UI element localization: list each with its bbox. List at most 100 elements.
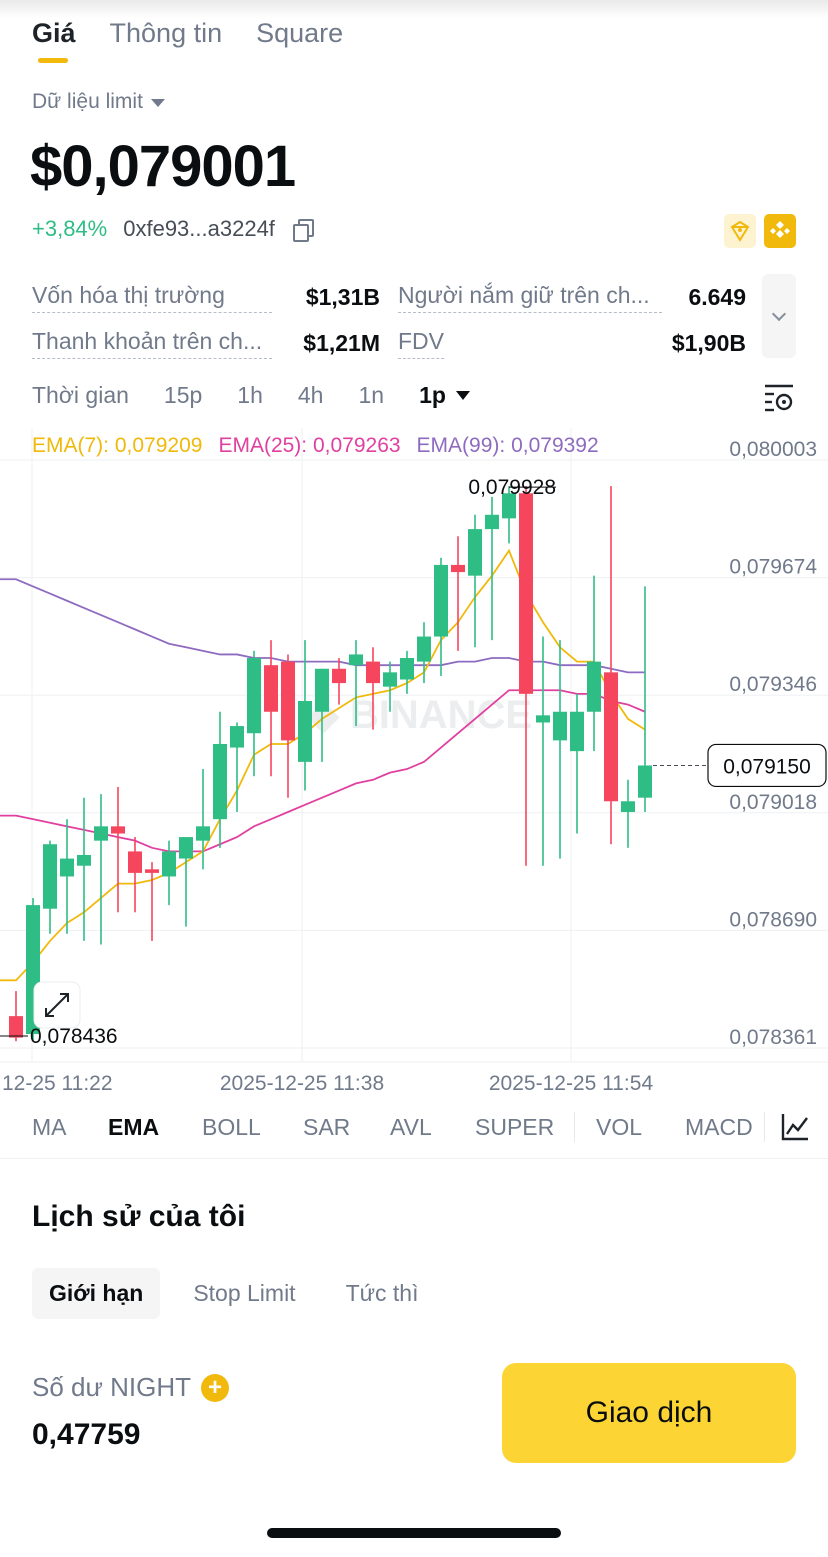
tab-price[interactable]: Giá (32, 18, 76, 63)
timeframe-1n[interactable]: 1n (358, 382, 385, 408)
indicator-super[interactable]: SUPER (475, 1114, 555, 1140)
candle-up (587, 661, 601, 712)
candle-up (247, 658, 261, 734)
fdv-label[interactable]: FDV (398, 328, 444, 359)
candle-down (519, 493, 533, 694)
indicator-sar[interactable]: SAR (303, 1114, 351, 1140)
candle-up (536, 715, 550, 723)
candlestick-chart[interactable]: 0,080003 0,079674 0,079346 0,079018 0,078690… (0, 428, 828, 1100)
candle-up (349, 654, 363, 666)
y-tick-label: 0,079018 (729, 791, 817, 814)
chart-settings-icon[interactable] (762, 380, 796, 414)
y-tick-label: 0,078690 (729, 908, 817, 931)
balance-label: Số dư NIGHT (32, 1372, 191, 1402)
timeframe-15p[interactable]: 15p (163, 382, 203, 408)
home-indicator (267, 1528, 561, 1538)
candle-down (128, 851, 142, 873)
candle-up (315, 668, 329, 712)
candle-up (502, 493, 516, 519)
candle-up (162, 851, 176, 877)
timeframe-selected[interactable]: 1p (419, 382, 470, 409)
liquidity-label[interactable]: Thanh khoản trên ch... (32, 328, 272, 359)
indicator-separator (574, 1112, 575, 1142)
x-tick-label: 2025-12-25 11:54 (489, 1072, 654, 1095)
tab-info[interactable]: Thông tin (109, 18, 223, 48)
price-change: +3,84% (32, 216, 108, 241)
ema99-legend: EMA(99): 0,079392 (416, 434, 599, 457)
timeframe-label: Thời gian (32, 382, 129, 408)
history-title: Lịch sử của tôi (32, 1200, 246, 1233)
candle-down (332, 668, 346, 684)
indicator-ma[interactable]: MA (32, 1114, 67, 1140)
timeframe-bar: Thời gian 15p 1h 4h 1n 1p (32, 382, 505, 409)
stats-row: Thanh khoản trên ch... $1,21M FDV $1,90B (32, 320, 746, 366)
watermark: ◆ BINANCE (307, 693, 532, 737)
timeframe-1h[interactable]: 1h (237, 382, 263, 408)
section-divider (0, 1158, 828, 1159)
indicator-settings-icon[interactable] (780, 1112, 810, 1148)
candle-up (298, 701, 312, 762)
candle-down (366, 661, 380, 684)
contract-address: 0xfe93...a3224f (123, 216, 275, 241)
candle-up (621, 801, 635, 813)
add-funds-icon[interactable]: + (201, 1373, 229, 1402)
candle-down (264, 665, 278, 712)
fullscreen-icon (45, 993, 69, 1017)
candle-up (468, 529, 482, 576)
caret-down-icon (455, 391, 470, 400)
indicator-ema[interactable]: EMA (108, 1114, 160, 1140)
current-price-label: 0,079150 (723, 755, 811, 778)
y-tick-label: 0,079346 (729, 673, 817, 696)
indicator-macd[interactable]: MACD (685, 1114, 753, 1140)
tab-square[interactable]: Square (256, 18, 344, 48)
balance-value: 0,47759 (32, 1418, 141, 1451)
low-label: 0,078436 (30, 1025, 118, 1048)
candle-up (43, 844, 57, 909)
liquidity-value: $1,21M (303, 329, 380, 356)
balance-label-row: Số dư NIGHT + (32, 1372, 229, 1403)
holders-label[interactable]: Người nắm giữ trên ch... (398, 282, 662, 313)
candle-up (196, 826, 210, 841)
bnb-chain-icon[interactable] (764, 214, 796, 248)
indicator-bar: MA EMA BOLL SAR AVL SUPER VOL MACD (0, 1110, 828, 1150)
candle-down (451, 564, 465, 573)
candle-up (638, 765, 652, 798)
tab-limit[interactable]: Giới hạn (32, 1268, 161, 1319)
current-price-tag (707, 743, 827, 788)
ema99-line (0, 578, 645, 674)
top-tabs: Giá Thông tin Square (32, 18, 377, 63)
candle-up (213, 743, 227, 820)
indicator-vol[interactable]: VOL (596, 1114, 643, 1140)
tab-stop-limit[interactable]: Stop Limit (193, 1280, 296, 1306)
candle-up (485, 514, 499, 530)
current-price: $0,079001 (30, 134, 296, 199)
candle-up (417, 636, 431, 662)
ema25-legend: EMA(25): 0,079263 (218, 434, 401, 457)
candle-up (383, 672, 397, 687)
indicator-boll[interactable]: BOLL (202, 1114, 261, 1140)
data-source-selector[interactable]: Dữ liệu limit (32, 90, 165, 114)
order-type-tabs: Giới hạn Stop Limit Tức thì (32, 1268, 452, 1319)
price-chart[interactable]: 0,080003 0,079674 0,079346 0,079018 0,078690… (0, 428, 828, 1100)
copy-icon[interactable] (292, 219, 314, 242)
tab-instant[interactable]: Tức thì (345, 1280, 419, 1306)
fdv-value: $1,90B (671, 329, 746, 356)
holders-value: 6.649 (688, 283, 746, 310)
y-tick-label: 0,080003 (729, 438, 817, 461)
candle-up (570, 711, 584, 752)
security-badge-icon[interactable] (724, 214, 756, 248)
high-label: 0,079928 (468, 476, 556, 499)
market-stats: Vốn hóa thị trường $1,31B Người nắm giữ … (32, 274, 746, 366)
ema7-line (0, 548, 646, 982)
chain-badges (724, 214, 796, 248)
timeframe-selected-label: 1p (419, 382, 446, 408)
timeframe-4h[interactable]: 4h (297, 382, 324, 408)
candle-down (604, 672, 618, 802)
trade-button[interactable]: Giao dịch (502, 1363, 796, 1463)
market-cap-label[interactable]: Vốn hóa thị trường (32, 282, 272, 313)
indicator-avl[interactable]: AVL (390, 1114, 432, 1140)
change-row: +3,84% 0xfe93...a3224f (32, 216, 314, 242)
expand-stats-button[interactable] (762, 274, 796, 358)
ema7-legend: EMA(7): 0,079209 (32, 434, 203, 457)
data-source-label: Dữ liệu limit (32, 90, 143, 113)
